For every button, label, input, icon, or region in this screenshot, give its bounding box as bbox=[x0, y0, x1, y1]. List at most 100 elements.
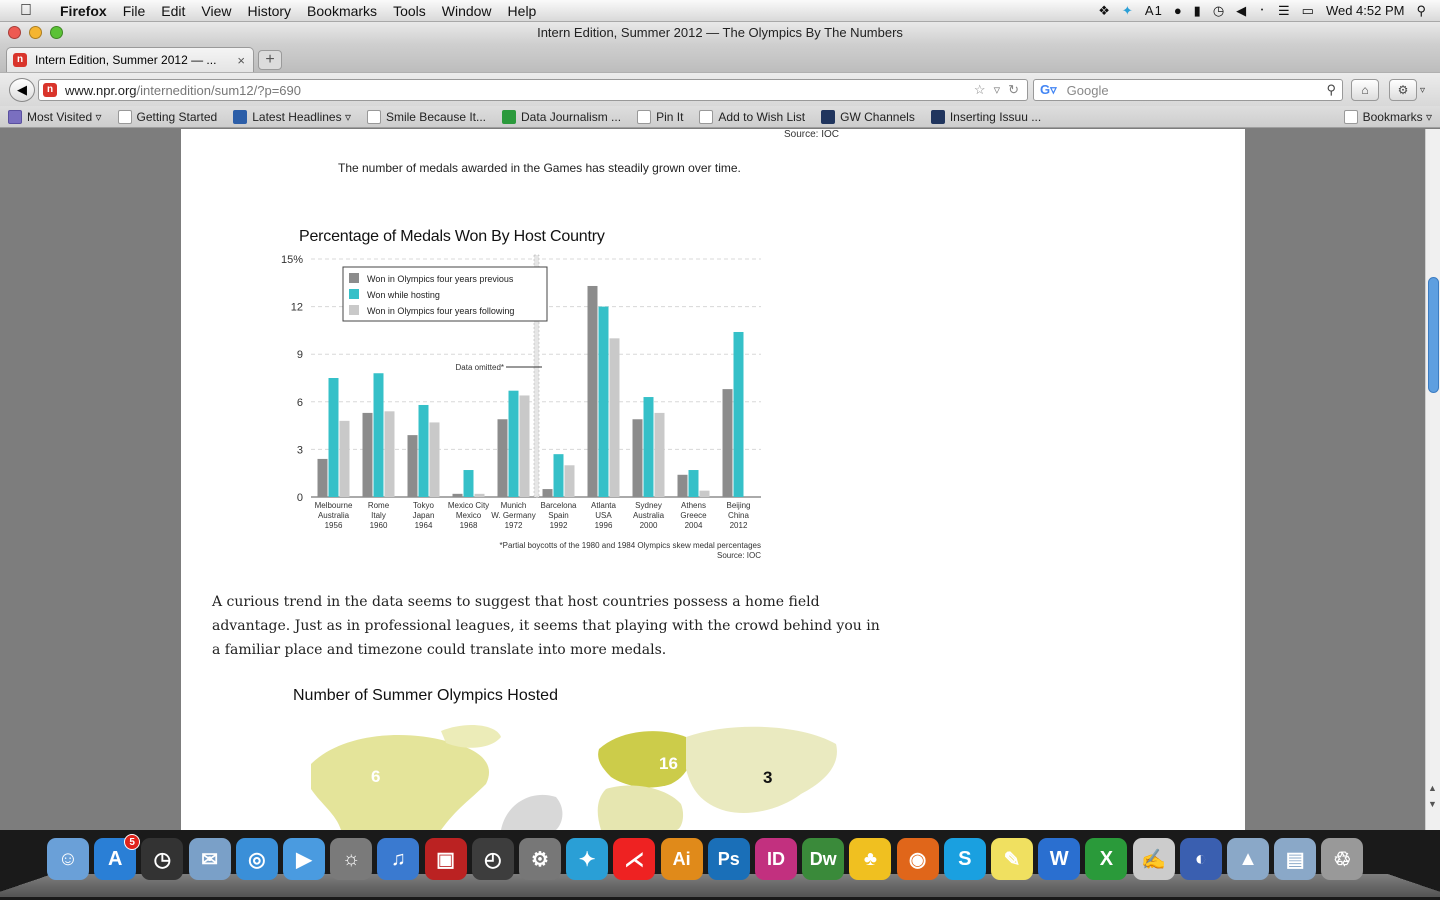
dock-firefox-icon[interactable]: ◉ bbox=[896, 838, 939, 880]
bookmark-add-to-wish-list[interactable]: Add to Wish List bbox=[691, 109, 813, 124]
search-placeholder: Google bbox=[1066, 82, 1109, 98]
dock-id-icon[interactable]: ID bbox=[755, 838, 797, 880]
bar bbox=[654, 412, 665, 497]
bookmark-smile-because[interactable]: Smile Because It... bbox=[359, 109, 494, 124]
dock-applications-icon[interactable]: ▲ bbox=[1227, 838, 1269, 880]
dock-facetime-icon[interactable]: ▶ bbox=[283, 838, 325, 880]
addon-button[interactable]: ⚙ bbox=[1389, 79, 1417, 101]
close-window-button[interactable] bbox=[8, 26, 21, 39]
dock-x-icon[interactable]: X bbox=[1085, 838, 1128, 880]
bookmark-most-visited[interactable]: Most Visited ▿ bbox=[0, 109, 110, 124]
dock-ai-icon[interactable]: Ai bbox=[660, 838, 703, 880]
battery-icon[interactable]: ▮ bbox=[1193, 2, 1201, 18]
twitter-icon[interactable]: ✦ bbox=[1121, 2, 1133, 18]
bookmark-data-journalism[interactable]: Data Journalism ... bbox=[494, 109, 629, 124]
bookmark-latest-headlines[interactable]: Latest Headlines ▿ bbox=[225, 109, 359, 124]
bar bbox=[564, 465, 575, 497]
dock-acrobat-icon[interactable]: ⋌ bbox=[613, 838, 656, 880]
dock-skype-icon[interactable]: S bbox=[943, 838, 986, 880]
dock-safari-icon[interactable]: ◎ bbox=[235, 838, 278, 880]
bar bbox=[542, 489, 553, 497]
zoom-window-button[interactable] bbox=[50, 26, 63, 39]
scroll-down-icon[interactable]: ▼ bbox=[1428, 799, 1437, 809]
page-icon bbox=[699, 109, 714, 124]
dock-stickies-icon[interactable]: ✎ bbox=[991, 838, 1033, 880]
google-icon[interactable]: G▿ bbox=[1040, 82, 1057, 97]
spotlight-icon[interactable]: ⚲ bbox=[1416, 2, 1426, 18]
back-button[interactable]: ◀ bbox=[9, 78, 35, 102]
menu-window[interactable]: Window bbox=[441, 2, 492, 19]
url-bar[interactable]: n www.npr.org/internedition/sum12/?p=690… bbox=[38, 79, 1028, 101]
adobe-icon[interactable]: A 1 bbox=[1144, 3, 1162, 18]
menu-edit[interactable]: Edit bbox=[161, 2, 186, 19]
wifi-icon[interactable]: ☰ bbox=[1277, 2, 1290, 18]
dock-twitter-icon[interactable]: ✦ bbox=[566, 838, 609, 880]
dock-itunes-icon[interactable]: ♫ bbox=[377, 838, 420, 880]
dock-w-icon[interactable]: W bbox=[1038, 838, 1081, 880]
x-tick-label: W. Germany bbox=[491, 511, 535, 520]
screen-icon[interactable]: ▭ bbox=[1301, 2, 1314, 18]
dock-flash-icon[interactable]: ◐ bbox=[1179, 838, 1222, 880]
tab-close-icon[interactable]: × bbox=[237, 52, 245, 68]
scroll-up-icon[interactable]: ▲ bbox=[1428, 783, 1437, 793]
home-button[interactable]: ⌂ bbox=[1351, 79, 1379, 101]
minimize-window-button[interactable] bbox=[29, 26, 42, 39]
tab-intern-edition[interactable]: n Intern Edition, Summer 2012 — ... × bbox=[6, 47, 254, 72]
bookmark-gw-channels[interactable]: GW Channels bbox=[813, 109, 923, 124]
history-dropdown-icon[interactable]: ▿ bbox=[993, 82, 1001, 97]
y-tick-label: 3 bbox=[297, 444, 303, 456]
menu-help[interactable]: Help bbox=[507, 2, 537, 19]
dropbox-icon[interactable]: ❖ bbox=[1098, 2, 1110, 18]
chart-source: Source: IOC bbox=[717, 551, 761, 560]
x-tick-label: 1996 bbox=[595, 521, 613, 530]
x-tick-label: Greece bbox=[680, 511, 707, 520]
dock-dashboard-icon[interactable]: ◷ bbox=[141, 838, 184, 880]
dock-ps-icon[interactable]: Ps bbox=[707, 838, 750, 880]
bookmark-star-icon[interactable]: ☆ bbox=[973, 82, 986, 97]
bookmark-getting-started[interactable]: Getting Started bbox=[110, 109, 226, 124]
dock-trash-icon[interactable]: ♲ bbox=[1321, 838, 1364, 880]
time-machine-icon[interactable]: ◷ bbox=[1212, 2, 1225, 18]
dock-textedit-icon[interactable]: ✍ bbox=[1132, 838, 1175, 880]
bookmarks-menu-button[interactable]: Bookmarks ▿ bbox=[1336, 109, 1440, 124]
dock-mail-icon[interactable]: ✉ bbox=[188, 838, 231, 880]
menu-bookmarks[interactable]: Bookmarks bbox=[307, 2, 378, 19]
x-tick-label: Atlanta bbox=[591, 501, 616, 510]
tab-strip: n Intern Edition, Summer 2012 — ... × + bbox=[0, 44, 1440, 72]
new-tab-button[interactable]: + bbox=[258, 50, 282, 70]
menu-tools[interactable]: Tools bbox=[393, 2, 426, 19]
evernote-icon[interactable]: ● bbox=[1173, 3, 1182, 18]
dock-system-preferences-icon[interactable]: ⚙ bbox=[519, 838, 561, 880]
menu-view[interactable]: View bbox=[201, 2, 232, 19]
dock-finder-icon[interactable]: ☺ bbox=[47, 838, 89, 880]
status-menus: ❖ ✦ A 1 ● ▮ ◷ ◀ ᛫ ☰ ▭ Wed 4:52 PM ⚲ bbox=[1098, 3, 1440, 19]
clock[interactable]: Wed 4:52 PM bbox=[1325, 3, 1405, 18]
apple-icon[interactable]:  bbox=[0, 2, 52, 20]
star-folder-icon bbox=[1343, 109, 1358, 124]
volume-icon[interactable]: ◀ bbox=[1236, 2, 1247, 18]
article-page: Source: IOC The number of medals awarded… bbox=[181, 129, 1245, 830]
bar bbox=[688, 470, 699, 497]
reload-icon[interactable]: ↻ bbox=[1008, 82, 1019, 97]
dock-cyberduck-icon[interactable]: ♣ bbox=[849, 838, 892, 880]
dock-iphoto-icon[interactable]: ☼ bbox=[330, 838, 373, 880]
search-box[interactable]: G▿ Google ⚲ bbox=[1033, 79, 1343, 101]
dock-time-machine-icon[interactable]: ◴ bbox=[471, 838, 514, 880]
menu-history[interactable]: History bbox=[247, 2, 292, 19]
toolbar-overflow-icon[interactable]: ▿ bbox=[1420, 85, 1426, 96]
dock-documents-icon[interactable]: ▤ bbox=[1274, 838, 1317, 880]
x-tick-label: Rome bbox=[368, 501, 390, 510]
scrollbar-thumb[interactable] bbox=[1428, 277, 1439, 393]
bookmark-pin-it[interactable]: Pin It bbox=[629, 109, 691, 124]
menu-file[interactable]: File bbox=[122, 2, 146, 19]
dock-dw-icon[interactable]: Dw bbox=[802, 838, 845, 880]
search-icon[interactable]: ⚲ bbox=[1326, 82, 1336, 97]
bar bbox=[733, 331, 744, 497]
page-scrollbar[interactable]: ▲ ▼ bbox=[1425, 129, 1440, 830]
bookmark-inserting-issuu[interactable]: Inserting Issuu ... bbox=[923, 109, 1049, 124]
dock-photo-booth-icon[interactable]: ▣ bbox=[424, 838, 467, 880]
menu-app-firefox[interactable]: Firefox bbox=[60, 2, 107, 19]
bluetooth-icon[interactable]: ᛫ bbox=[1258, 3, 1266, 18]
